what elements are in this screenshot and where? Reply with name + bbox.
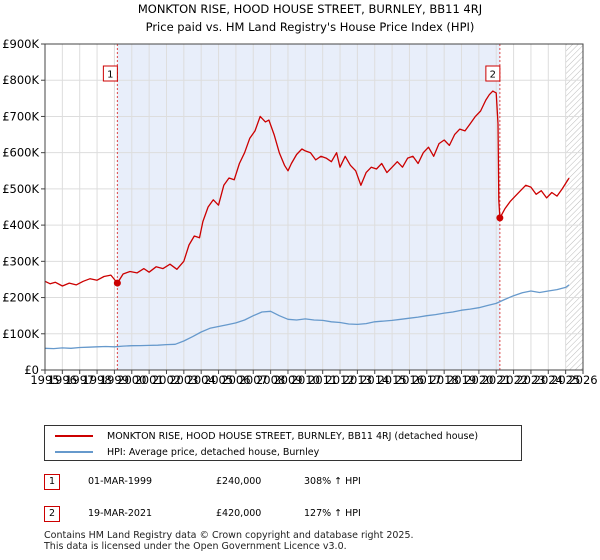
x-tick-label: 2023 — [516, 373, 545, 387]
y-tick-label: £600K — [2, 146, 39, 160]
x-tick-label: 2017 — [412, 373, 441, 387]
y-tick-label: £400K — [2, 218, 39, 232]
x-tick-label: 1998 — [82, 373, 111, 387]
sale-marker-label: 1 — [107, 70, 113, 81]
x-tick-label: 2021 — [482, 373, 511, 387]
y-tick-label: £100K — [2, 327, 39, 341]
transaction-number-badge: 2 — [44, 506, 60, 522]
sale-marker-box — [102, 65, 118, 82]
x-tick-label: 2004 — [187, 373, 216, 387]
transaction-hpi-change: 127% ↑ HPI — [304, 508, 361, 519]
x-tick-label: 1996 — [48, 373, 77, 387]
x-tick-label: 2007 — [239, 373, 268, 387]
legend-swatch-hpi — [55, 451, 93, 453]
y-tick-label: £200K — [2, 291, 39, 305]
transaction-number-badge: 1 — [44, 474, 60, 490]
x-tick-label: 2024 — [534, 373, 563, 387]
price-chart: MONKTON RISE, HOOD HOUSE STREET, BURNLEY… — [2, 2, 597, 387]
x-tick-label: 2016 — [395, 373, 424, 387]
x-tick-label: 2020 — [464, 373, 493, 387]
x-tick-label: 1999 — [100, 373, 129, 387]
x-tick-label: 2018 — [430, 373, 459, 387]
footer-copyright: Contains HM Land Registry data © Crown c… — [44, 530, 414, 541]
chart-subtitle: Price paid vs. HM Land Registry's House … — [146, 20, 475, 34]
x-tick-label: 2005 — [204, 373, 233, 387]
x-tick-label: 2012 — [325, 373, 354, 387]
y-tick-label: £500K — [2, 182, 39, 196]
x-tick-label: 1995 — [30, 373, 59, 387]
y-tick-label: £800K — [2, 73, 39, 87]
x-tick-label: 2022 — [499, 373, 528, 387]
sale-marker-label: 2 — [490, 70, 496, 81]
x-tick-label: 2015 — [377, 373, 406, 387]
property-price-line — [44, 90, 570, 287]
x-tick-label: 2003 — [169, 373, 198, 387]
legend-item-hpi: HPI: Average price, detached house, Burn… — [55, 444, 319, 460]
x-tick-label: 2025 — [551, 373, 580, 387]
x-tick-label: 1997 — [65, 373, 94, 387]
x-tick-label: 2000 — [117, 373, 146, 387]
ownership-shading — [117, 44, 500, 370]
chart-legend: MONKTON RISE, HOOD HOUSE STREET, BURNLEY… — [44, 425, 522, 461]
x-tick-label: 2008 — [256, 373, 285, 387]
x-tick-label: 2006 — [221, 373, 250, 387]
transaction-price: £240,000 — [216, 476, 262, 487]
transaction-date: 01-MAR-1999 — [88, 476, 153, 487]
footer-licence: This data is licensed under the Open Gov… — [44, 541, 347, 552]
transaction-price: £420,000 — [216, 508, 262, 519]
forecast-hatch — [565, 44, 583, 370]
sale-marker-box — [485, 65, 501, 82]
x-tick-label: 2009 — [273, 373, 302, 387]
y-tick-label: £900K — [2, 37, 39, 51]
y-tick-label: £0 — [24, 363, 39, 377]
x-tick-label: 2013 — [343, 373, 372, 387]
legend-swatch-property — [55, 435, 93, 437]
x-tick-label: 2011 — [308, 373, 337, 387]
x-tick-label: 2001 — [134, 373, 163, 387]
hpi-line — [44, 284, 570, 350]
legend-label-property: MONKTON RISE, HOOD HOUSE STREET, BURNLEY… — [107, 430, 479, 442]
x-tick-label: 2014 — [360, 373, 389, 387]
plot-frame — [44, 43, 584, 371]
y-tick-label: £300K — [2, 254, 39, 268]
x-tick-label: 2019 — [447, 373, 476, 387]
legend-label-hpi: HPI: Average price, detached house, Burn… — [107, 446, 320, 458]
chart-title: MONKTON RISE, HOOD HOUSE STREET, BURNLEY… — [138, 2, 482, 16]
x-tick-label: 2010 — [291, 373, 320, 387]
x-tick-label: 2002 — [152, 373, 181, 387]
sale-point — [113, 279, 121, 287]
transaction-date: 19-MAR-2021 — [88, 508, 153, 519]
transaction-hpi-change: 308% ↑ HPI — [304, 476, 361, 487]
y-tick-label: £700K — [2, 109, 39, 123]
legend-item-property: MONKTON RISE, HOOD HOUSE STREET, BURNLEY… — [55, 428, 478, 444]
x-tick-label: 2026 — [568, 373, 597, 387]
sale-point — [496, 214, 504, 222]
